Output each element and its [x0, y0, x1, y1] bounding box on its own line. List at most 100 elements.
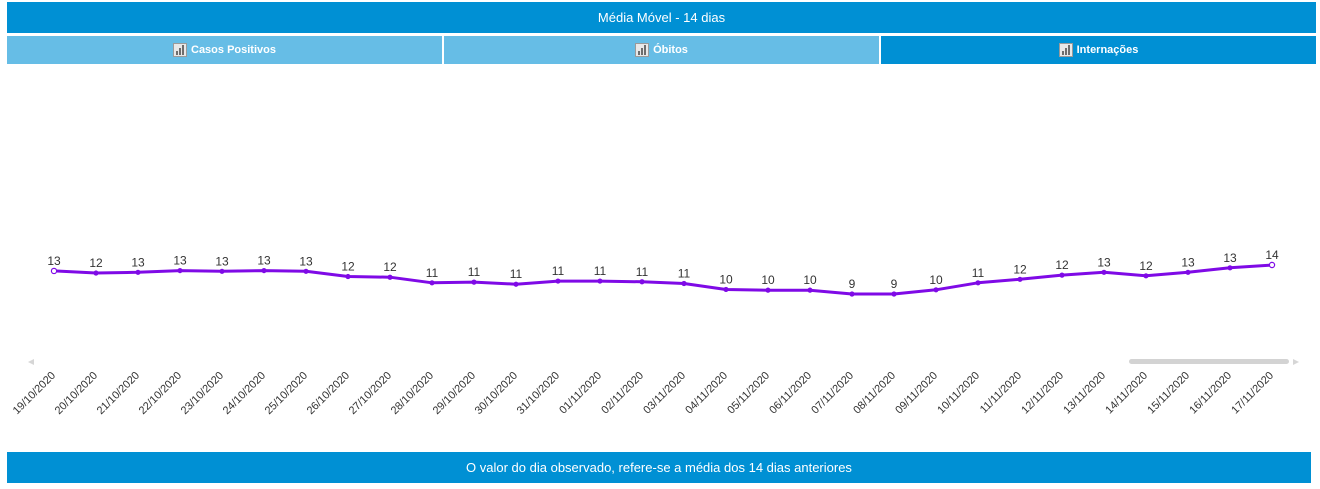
x-tick-label: 05/11/2020 [725, 370, 772, 417]
data-label: 10 [929, 273, 943, 287]
data-point [219, 268, 225, 274]
x-tick-label: 06/11/2020 [767, 370, 814, 417]
data-label: 13 [257, 254, 271, 268]
x-tick-label: 21/10/2020 [95, 370, 142, 417]
data-point [50, 267, 58, 275]
x-tick-label: 03/11/2020 [641, 370, 688, 417]
tab-label: Óbitos [653, 44, 688, 56]
data-label: 11 [426, 266, 439, 280]
data-label: 10 [761, 273, 775, 287]
data-point [1017, 276, 1023, 282]
scroll-right-arrow-icon[interactable] [1293, 359, 1299, 365]
chart-title-bar: Média Móvel - 14 dias [7, 2, 1316, 33]
data-point [471, 279, 477, 285]
data-label: 12 [89, 256, 103, 270]
x-tick-label: 30/10/2020 [473, 370, 520, 417]
data-point [807, 287, 813, 293]
x-tick-label: 14/11/2020 [1103, 370, 1150, 417]
data-label: 12 [1013, 262, 1027, 276]
data-point [93, 270, 99, 276]
x-tick-label: 20/10/2020 [53, 370, 100, 417]
x-tick-label: 02/11/2020 [599, 370, 646, 417]
data-point [1268, 261, 1276, 269]
x-tick-label: 25/10/2020 [263, 370, 310, 417]
data-label: 11 [636, 265, 649, 279]
line-chart: 13 12 13 13 13 13 13 12 12 11 11 11 11 11 11 11 10 10 10 9 9… [11, 248, 1299, 417]
data-point [1185, 269, 1191, 275]
data-point [681, 280, 687, 287]
series-layer: 13 12 13 13 13 13 13 12 12 11 11 11 11 11 11 11 10 10 10 9 9… [47, 248, 1279, 297]
data-label: 13 [1097, 255, 1111, 269]
scroll-left-arrow-icon[interactable] [28, 359, 34, 365]
data-point [1227, 265, 1233, 271]
data-point [765, 287, 771, 293]
x-tick-label: 09/11/2020 [893, 370, 940, 417]
data-label: 13 [173, 254, 187, 268]
data-point [639, 279, 645, 285]
x-tick-label: 27/10/2020 [347, 370, 394, 417]
x-tick-label: 31/10/2020 [515, 370, 562, 417]
bar-chart-icon [1058, 43, 1073, 57]
data-point [1101, 269, 1107, 275]
tab-internacoes[interactable]: Internações [881, 36, 1316, 64]
horizontal-scrollbar[interactable] [28, 359, 1299, 365]
data-label: 10 [803, 273, 817, 287]
x-tick-label: 26/10/2020 [305, 370, 352, 417]
data-label: 13 [47, 254, 61, 268]
data-point [1143, 273, 1149, 279]
data-point [513, 281, 519, 287]
data-point [345, 273, 351, 280]
x-tick-label: 22/10/2020 [137, 370, 184, 417]
tab-casos-positivos[interactable]: Casos Positivos [7, 36, 442, 64]
x-tick-label: 01/11/2020 [557, 370, 604, 417]
x-tick-label: 04/11/2020 [683, 370, 730, 417]
data-label: 11 [468, 265, 481, 279]
data-point [933, 287, 939, 293]
data-point [597, 278, 603, 284]
scrollbar-thumb[interactable] [1129, 359, 1289, 364]
data-point [891, 291, 897, 297]
data-label: 12 [1139, 259, 1153, 273]
data-point [849, 291, 855, 297]
bar-chart-icon [173, 43, 187, 57]
data-label: 14 [1265, 248, 1279, 262]
data-point [555, 278, 561, 284]
x-tick-label: 11/11/2020 [978, 370, 1024, 416]
data-label: 11 [972, 266, 985, 280]
data-point [723, 286, 729, 293]
data-point [975, 280, 981, 286]
x-tick-label: 28/10/2020 [389, 370, 436, 417]
data-label: 13 [215, 254, 229, 268]
chart-title: Média Móvel - 14 dias [597, 10, 726, 25]
x-tick-label: 13/11/2020 [1061, 370, 1108, 417]
data-label: 13 [131, 255, 145, 269]
data-point [135, 269, 141, 275]
data-label: 13 [1223, 251, 1237, 265]
x-tick-label: 08/11/2020 [851, 370, 898, 417]
data-point [387, 274, 393, 280]
data-point [303, 268, 309, 274]
data-point [429, 280, 435, 286]
data-label: 11 [552, 264, 565, 278]
x-tick-label: 23/10/2020 [179, 370, 226, 417]
data-label: 9 [849, 277, 856, 291]
data-label: 12 [1055, 258, 1069, 272]
tab-obitos[interactable]: Óbitos [444, 36, 879, 64]
data-label: 11 [594, 264, 607, 278]
x-axis: 19/10/202020/10/202021/10/202022/10/2020… [11, 370, 1276, 417]
x-tick-label: 19/10/2020 [11, 370, 58, 417]
data-label: 10 [719, 272, 733, 286]
data-label: 13 [1181, 255, 1195, 269]
x-tick-label: 29/10/2020 [431, 370, 478, 417]
footer-note: O valor do dia observado, refere-se a mé… [466, 460, 852, 475]
data-label: 9 [891, 277, 898, 291]
series-line [52, 263, 1274, 296]
footer-note-bar: O valor do dia observado, refere-se a mé… [7, 452, 1311, 483]
x-tick-label: 24/10/2020 [221, 370, 268, 417]
data-point [1059, 272, 1065, 278]
data-label: 11 [678, 267, 691, 281]
data-label: 12 [383, 260, 397, 274]
data-point [261, 267, 267, 274]
data-point [177, 267, 183, 274]
data-label: 13 [299, 254, 313, 268]
